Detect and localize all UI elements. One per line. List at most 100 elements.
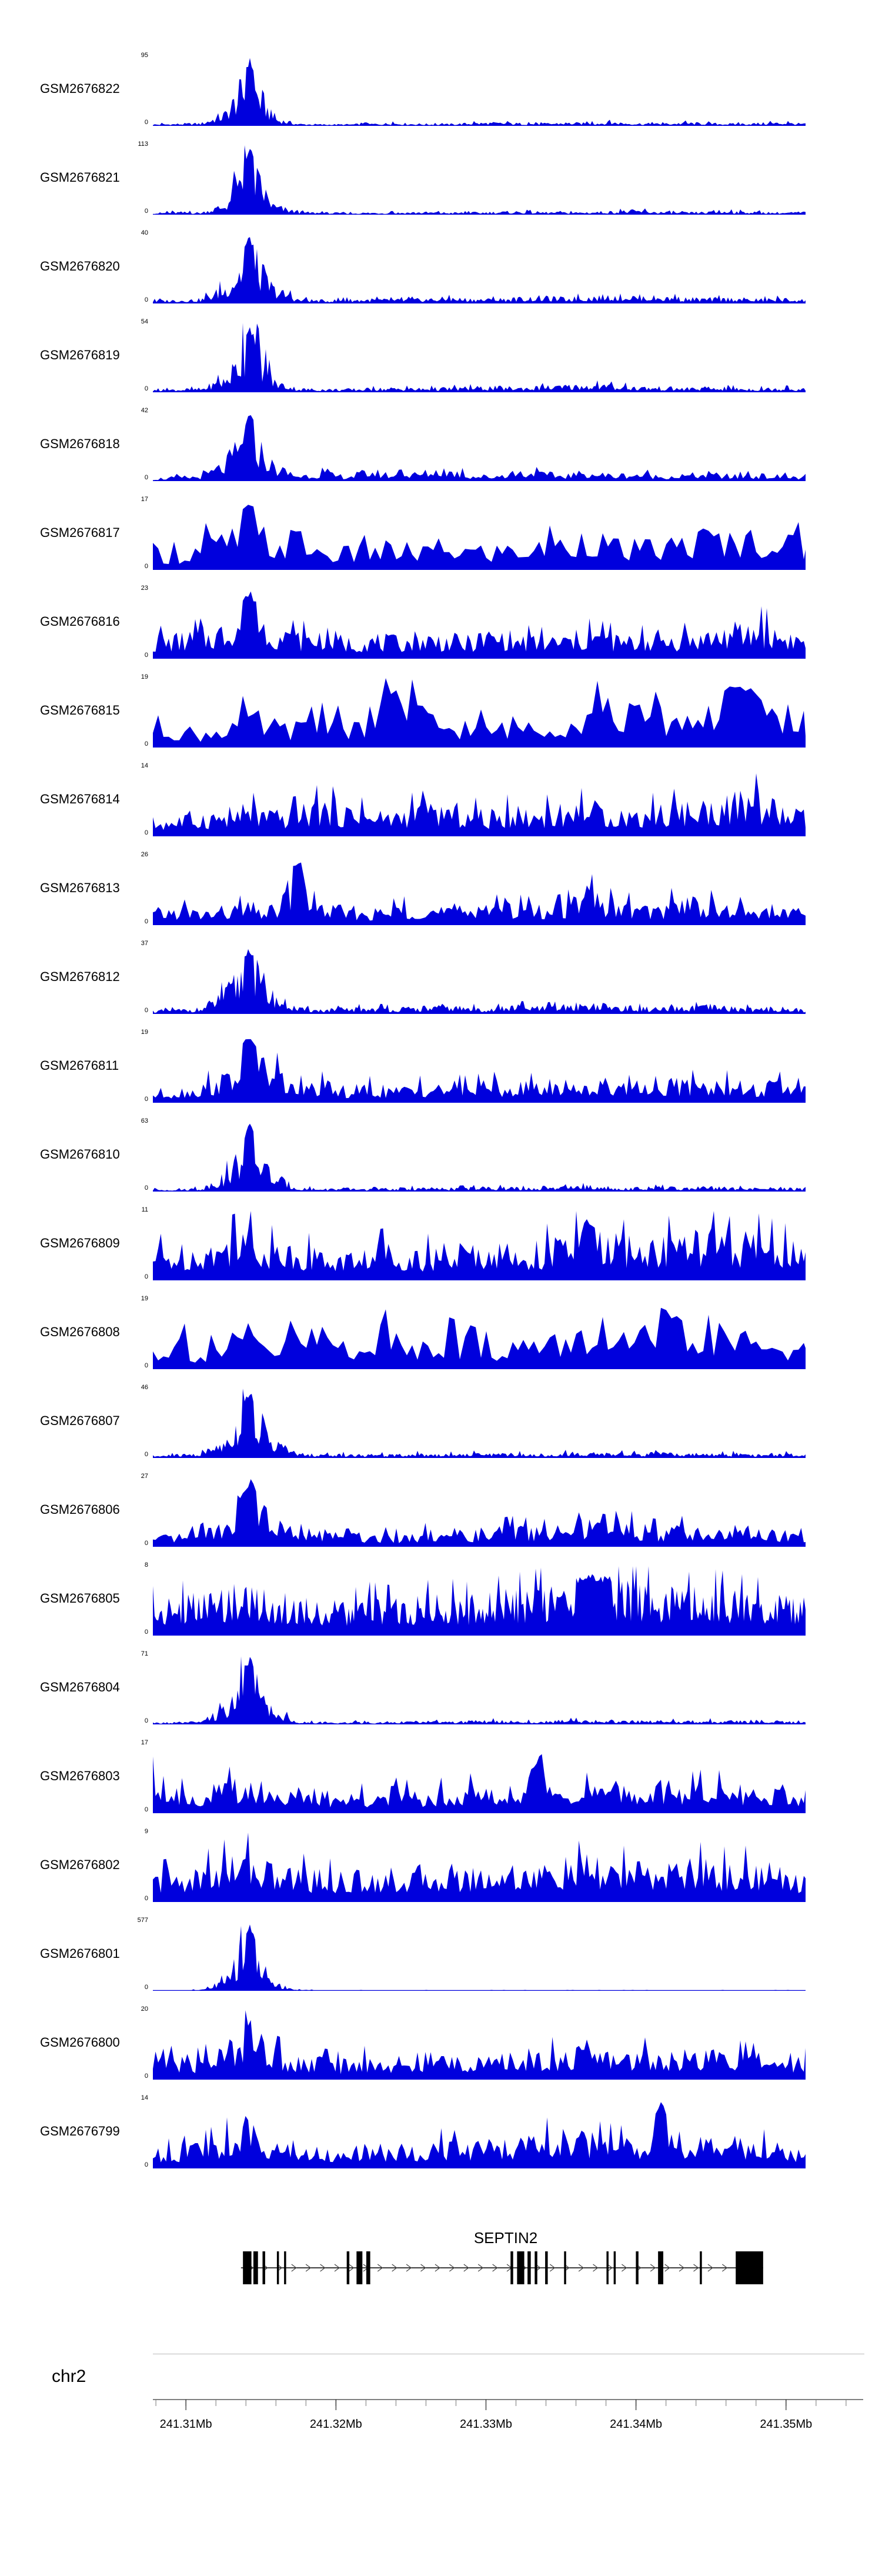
track-sample-label: GSM2676800 — [40, 2035, 120, 2050]
track-row: GSM2676807 46 0 — [0, 1379, 882, 1468]
track-sample-label: GSM2676820 — [40, 259, 120, 273]
track-row: GSM2676809 11 0 — [0, 1202, 882, 1290]
signal-plot — [153, 145, 806, 215]
exon-box — [534, 2251, 537, 2284]
track-sample-label: GSM2676802 — [40, 1857, 120, 1872]
track-sample-label: GSM2676808 — [40, 1324, 120, 1339]
strand-arrow-icon — [320, 2264, 326, 2272]
track-row: GSM2676800 20 0 — [0, 2001, 882, 2090]
y-axis-max-label: 19 — [141, 1029, 148, 1036]
y-axis-zero-label: 0 — [144, 119, 148, 126]
signal-area — [153, 949, 806, 1014]
track-row: GSM2676818 42 0 — [0, 402, 882, 491]
signal-plot — [153, 1123, 806, 1192]
signal-area — [153, 237, 806, 303]
y-axis-max-label: 63 — [141, 1117, 148, 1125]
signal-area — [153, 2010, 806, 2080]
signal-plot — [153, 237, 806, 303]
strand-arrow-icon — [492, 2264, 498, 2272]
gene-model-glyph — [240, 2251, 763, 2284]
signal-plot — [153, 505, 806, 570]
strand-arrow-icon — [693, 2264, 699, 2272]
signal-plot — [153, 949, 806, 1014]
track-row: GSM2676803 17 0 — [0, 1734, 882, 1823]
axis-tick-label: 241.32Mb — [310, 2418, 362, 2431]
y-axis-max-label: 20 — [141, 2006, 148, 2013]
y-axis-max-label: 46 — [141, 1384, 148, 1391]
strand-arrow-icon — [334, 2264, 340, 2272]
track-row: GSM2676801 577 0 — [0, 1912, 882, 2001]
track-sample-label: GSM2676816 — [40, 614, 120, 629]
track-sample-label: GSM2676811 — [40, 1058, 119, 1073]
track-sample-label: GSM2676822 — [40, 81, 120, 96]
strand-arrow-icon — [392, 2264, 397, 2272]
gene-name-label: SEPTIN2 — [473, 2229, 538, 2247]
axis-tick-label: 241.35Mb — [760, 2418, 812, 2431]
track-row: GSM2676820 40 0 — [0, 225, 882, 313]
coordinate-ruler-section: chr2 241.31Mb 241.32Mb 241.33Mb 241.34Mb 241… — [0, 2354, 882, 2483]
signal-plot — [153, 1924, 806, 1991]
y-axis-max-label: 577 — [137, 1917, 148, 1924]
track-sample-label: GSM2676817 — [40, 525, 120, 540]
signal-plot — [153, 862, 806, 925]
track-row: GSM2676808 19 0 — [0, 1290, 882, 1379]
exon-box — [366, 2251, 370, 2284]
signal-area — [153, 1754, 806, 1813]
track-row: GSM2676812 37 0 — [0, 935, 882, 1024]
signal-area — [153, 1566, 806, 1636]
signal-area — [153, 1307, 806, 1369]
track-sample-label: GSM2676799 — [40, 2124, 120, 2138]
y-axis-max-label: 37 — [141, 940, 148, 947]
y-axis-zero-label: 0 — [144, 1184, 148, 1192]
signal-plot — [153, 591, 806, 659]
track-row: GSM2676819 54 0 — [0, 313, 882, 402]
axis-tick-label: 241.34Mb — [610, 2418, 662, 2431]
exon-box — [736, 2251, 763, 2284]
y-axis-zero-label: 0 — [144, 2073, 148, 2080]
signal-area — [153, 145, 806, 215]
strand-arrow-icon — [349, 2264, 355, 2272]
y-axis-max-label: 26 — [141, 851, 148, 858]
signal-plot — [153, 678, 806, 748]
strand-arrow-icon — [377, 2264, 383, 2272]
y-axis-zero-label: 0 — [144, 740, 148, 748]
y-axis-max-label: 8 — [144, 1561, 148, 1569]
exon-box — [527, 2251, 531, 2284]
strand-arrow-icon — [679, 2264, 685, 2272]
y-axis-max-label: 11 — [141, 1206, 148, 1213]
track-sample-label: GSM2676806 — [40, 1502, 120, 1517]
y-axis-zero-label: 0 — [144, 1007, 148, 1014]
strand-arrow-icon — [406, 2264, 412, 2272]
y-axis-zero-label: 0 — [144, 1895, 148, 1902]
signal-plot — [153, 1307, 806, 1369]
exon-box — [253, 2251, 258, 2284]
y-axis-zero-label: 0 — [144, 1717, 148, 1724]
y-axis-zero-label: 0 — [144, 1273, 148, 1280]
strand-arrow-icon — [664, 2264, 670, 2272]
signal-plot — [153, 1754, 806, 1813]
exon-box — [262, 2251, 265, 2284]
signal-plot — [153, 1039, 806, 1103]
track-sample-label: GSM2676819 — [40, 348, 120, 362]
strand-arrow-icon — [305, 2264, 312, 2272]
y-axis-max-label: 42 — [141, 407, 148, 414]
y-axis-max-label: 17 — [141, 496, 148, 503]
signal-area — [153, 505, 806, 570]
y-axis-zero-label: 0 — [144, 474, 148, 481]
strand-arrow-icon — [622, 2264, 627, 2272]
strand-arrow-icon — [593, 2264, 599, 2272]
y-axis-max-label: 14 — [141, 2094, 148, 2101]
exon-box — [606, 2251, 609, 2284]
signal-area — [153, 1833, 806, 1902]
y-axis-max-label: 95 — [141, 52, 148, 59]
y-axis-zero-label: 0 — [144, 1451, 148, 1458]
y-axis-zero-label: 0 — [144, 1096, 148, 1103]
exon-box — [346, 2251, 350, 2284]
axis-tick-label: 241.31Mb — [160, 2418, 212, 2431]
track-row: GSM2676817 17 0 — [0, 491, 882, 580]
signal-plot — [153, 2010, 806, 2080]
track-row: GSM2676804 71 0 — [0, 1646, 882, 1734]
y-axis-max-label: 71 — [141, 1650, 148, 1657]
signal-area — [153, 2102, 806, 2168]
